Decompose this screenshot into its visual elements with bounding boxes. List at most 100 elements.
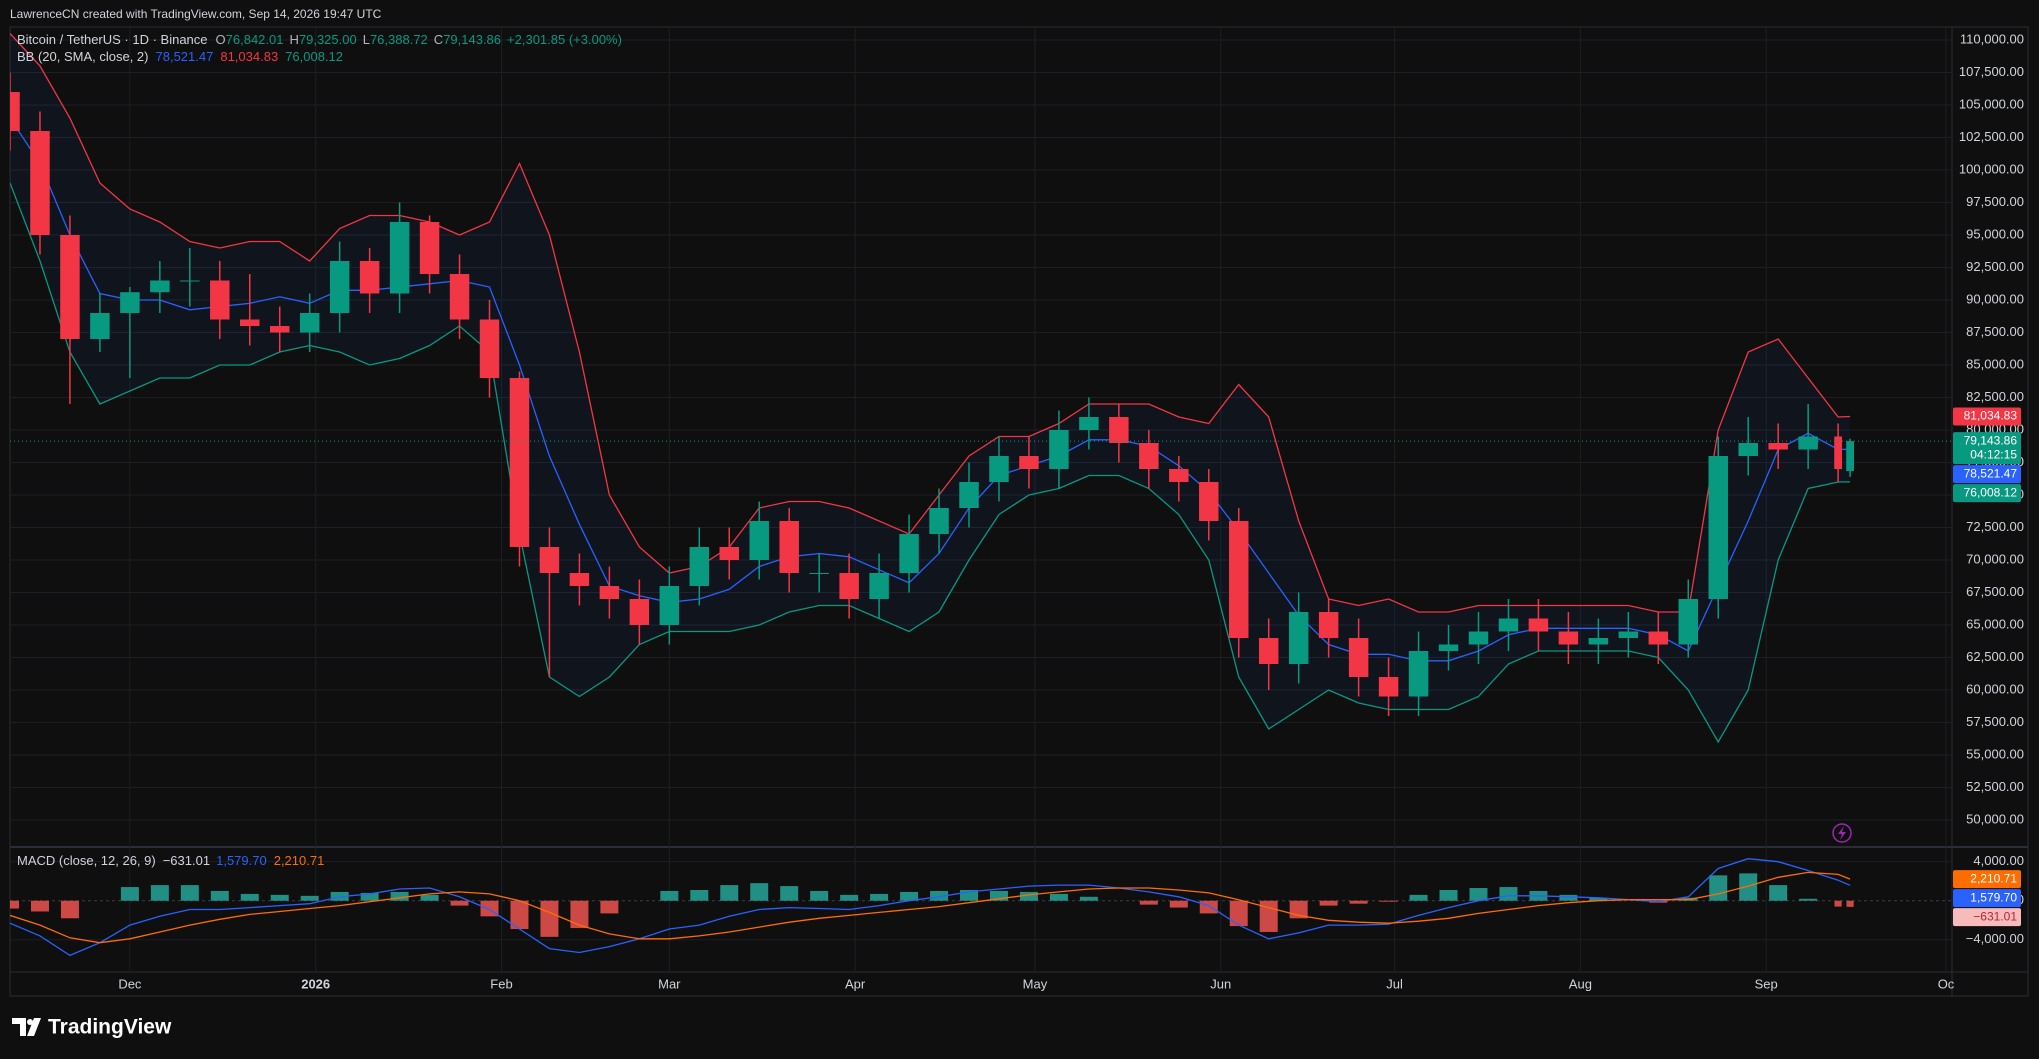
indicator-value: 81,034.83: [220, 49, 278, 64]
indicator-value: 76,008.12: [285, 49, 343, 64]
histogram-bar: [10, 900, 19, 909]
histogram-bar: [1739, 873, 1758, 901]
candle-body: [419, 222, 440, 274]
legend-key: L: [363, 32, 370, 47]
histogram-bar: [780, 886, 799, 901]
band-line: [10, 182, 1851, 744]
histogram-bar: [1199, 900, 1218, 914]
x-tick-label: Apr: [845, 976, 866, 991]
candle-body: [240, 319, 260, 326]
candle-body: [1109, 417, 1129, 443]
histogram-bar: [270, 894, 289, 901]
candle-body: [359, 261, 380, 294]
alert-icon[interactable]: [1832, 823, 1852, 843]
candle-body: [749, 521, 769, 560]
candle-body: [1169, 469, 1189, 482]
candle-body: [1438, 644, 1459, 651]
candle-body: [839, 573, 859, 599]
histogram-bar: [1019, 891, 1038, 901]
legend-value: 76,388.72: [370, 32, 428, 47]
candle-body: [449, 274, 470, 320]
histogram-bar: [1139, 900, 1158, 905]
macd-pane: [10, 858, 1854, 957]
histogram-bar: [1709, 875, 1728, 901]
candle-body: [1408, 651, 1429, 697]
histogram-bar: [1169, 900, 1188, 908]
candle-body: [959, 482, 979, 508]
candle-body: [1678, 599, 1699, 645]
indicator-value: 1,579.70: [216, 853, 267, 868]
histogram-bar: [1319, 900, 1338, 906]
histogram-bar: [510, 900, 529, 930]
indicator-legend: MACD (close, 12, 26, 9) −631.01 1,579.70 2,…: [17, 853, 324, 868]
histogram-bar: [1409, 894, 1428, 901]
candle-body: [1019, 456, 1039, 469]
x-tick-label: Jul: [1386, 976, 1403, 991]
legend-change: +2,301.85 (+3.00%): [507, 32, 622, 47]
candle-body: [869, 573, 889, 599]
histogram-bar: [1379, 900, 1398, 902]
y-tick-label: 97,500.00: [1966, 194, 2024, 209]
candle-body: [1318, 612, 1339, 638]
macd-line: [10, 871, 1851, 944]
indicator-legend: BB (20, SMA, close, 2) 78,521.47 81,034.83…: [17, 49, 343, 64]
histogram-bar: [1349, 900, 1368, 904]
macd-line: [10, 858, 1851, 957]
histogram-bar: [180, 885, 199, 901]
y-tick-label: 107,500.00: [1959, 64, 2024, 79]
histogram-bar: [1769, 885, 1788, 901]
histogram-bar: [60, 900, 79, 919]
candle-body: [1846, 441, 1855, 472]
x-tick-label: Dec: [118, 976, 142, 991]
y-tick-label: 95,000.00: [1966, 226, 2024, 241]
brand-logo[interactable]: TradingView: [12, 1016, 172, 1039]
candle-body: [659, 586, 680, 625]
y-tick-label: 62,500.00: [1966, 649, 2024, 664]
legend-value: 79,143.86: [443, 32, 501, 47]
candle-body: [1738, 443, 1758, 456]
histogram-bar: [540, 900, 559, 937]
candle-body: [1079, 417, 1099, 430]
indicator-name: MACD (close, 12, 26, 9): [17, 853, 156, 868]
candle-body: [1834, 436, 1843, 469]
candle-body: [1378, 677, 1399, 697]
candle-body: [1348, 638, 1369, 677]
histogram-bar: [1834, 900, 1842, 907]
price-badge: [1953, 432, 2021, 465]
histogram-bar: [120, 887, 139, 901]
candle-body: [1498, 618, 1519, 632]
indicator-name: BB (20, SMA, close, 2): [17, 49, 149, 64]
y-tick-label: 55,000.00: [1966, 746, 2024, 761]
attribution: LawrenceCN created with TradingView.com,…: [10, 7, 382, 21]
legend-key: O: [216, 32, 226, 47]
price-badge-label: 81,034.83: [1964, 409, 2018, 423]
histogram-bar: [240, 893, 259, 901]
price-badge: [1953, 407, 2021, 426]
y-tick-label: 52,500.00: [1966, 779, 2024, 794]
candle-body: [1618, 631, 1639, 638]
candle-body: [629, 599, 650, 625]
y-tick-label: 67,500.00: [1966, 584, 2024, 599]
y-tick-label: 57,500.00: [1966, 714, 2024, 729]
candle-body: [539, 547, 560, 573]
candle-body: [1228, 521, 1249, 638]
y-tick-label: 50,000.00: [1966, 811, 2024, 826]
candle-body: [479, 319, 500, 378]
y-tick-label: −4,000.00: [1966, 931, 2024, 946]
x-tick-label: Oc: [1938, 976, 1955, 991]
histogram-bar: [1559, 894, 1578, 901]
candle-body: [210, 280, 230, 320]
price-badge-label: 79,143.86: [1964, 433, 2018, 447]
band-fill: [10, 33, 1851, 742]
candle-body: [180, 280, 200, 282]
price-badge: [1953, 889, 2021, 908]
price-pane: [10, 33, 1952, 744]
candle-body: [509, 378, 530, 547]
candle-body: [929, 508, 949, 534]
y-tick-label: 102,500.00: [1959, 129, 2024, 144]
legend-key: C: [434, 32, 443, 47]
price-badge: [1953, 465, 2021, 484]
candle-body: [1049, 430, 1069, 469]
